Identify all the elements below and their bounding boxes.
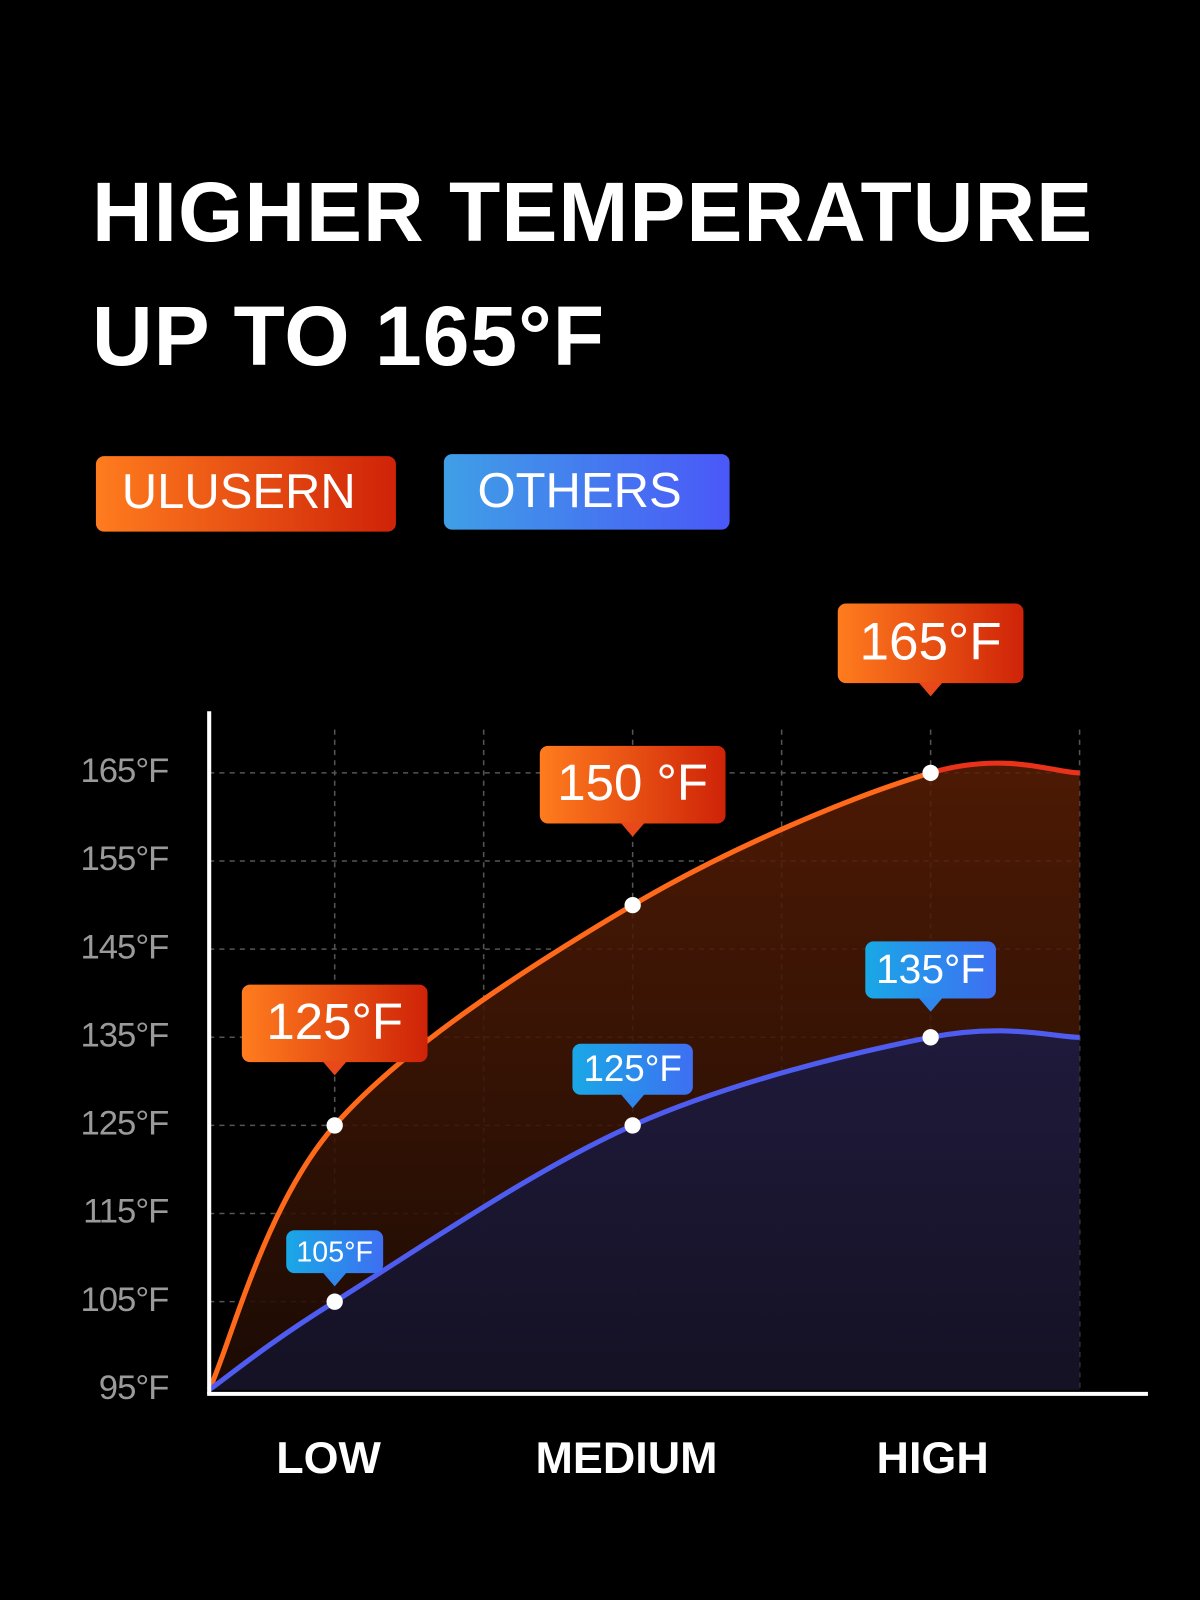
callout-box [286,1230,384,1274]
y-tick-label: 135°F [81,1016,169,1054]
point [326,1117,343,1134]
chart-title: HIGHER TEMPERATURE UP TO 165°F [92,165,1094,383]
value-labels: 125°F 150 °F 165°F 105°F 125°F 135°F [241,603,1024,1287]
point [326,1293,343,1310]
line-tail [929,760,1080,776]
line-lead [206,1123,337,1391]
point [624,896,641,914]
area-fill [209,1030,1080,1390]
callout-box [837,603,1024,684]
y-tick-label: 165°F [81,752,169,790]
x-tick-label: HIGH [877,1432,989,1483]
callout-box [539,745,726,824]
point [922,1029,939,1046]
callout-box [865,941,996,999]
callout-pointer [620,822,645,837]
value-callout: 150 °F [539,745,726,837]
value-callout: 125°F [572,1043,693,1109]
callout-pointer [322,1272,347,1287]
callout-pointer [322,1061,347,1076]
value-callout: 105°F [286,1230,384,1287]
callout-pointer [620,1093,645,1109]
point [624,1117,641,1134]
legend-label: ULUSERN [122,465,356,519]
y-tick-label: 155°F [81,840,169,878]
legend-swatch [443,454,730,530]
y-tick-label: 115°F [83,1193,168,1231]
callout-pointer [918,997,943,1012]
value-label: 150 °F [557,754,708,811]
y-tick-label: 125°F [81,1105,169,1143]
legend: ULUSERN OTHERS [95,454,730,532]
value-callout: 125°F [241,984,428,1076]
legend-swatch [95,456,396,532]
points [326,764,939,1310]
value-label: 135°F [876,946,985,992]
value-callout: 165°F [837,603,1024,697]
point [922,764,939,782]
value-label: 125°F [583,1048,681,1089]
y-tick-label: 145°F [81,928,169,966]
value-callout: 135°F [865,941,996,1012]
callout-pointer [918,682,943,697]
line-lead [207,1299,337,1392]
value-label: 105°F [296,1236,373,1268]
legend-label: OTHERS [478,464,682,518]
callout-box [572,1043,693,1095]
y-tick-label: 95°F [99,1369,169,1407]
value-label: 125°F [266,993,403,1050]
y-tick-label: 105°F [81,1281,169,1319]
callout-box [241,984,428,1063]
line-tail [930,1028,1080,1040]
x-tick-label: LOW [276,1432,381,1483]
x-tick-label: MEDIUM [536,1432,718,1483]
value-label: 165°F [860,612,1002,671]
